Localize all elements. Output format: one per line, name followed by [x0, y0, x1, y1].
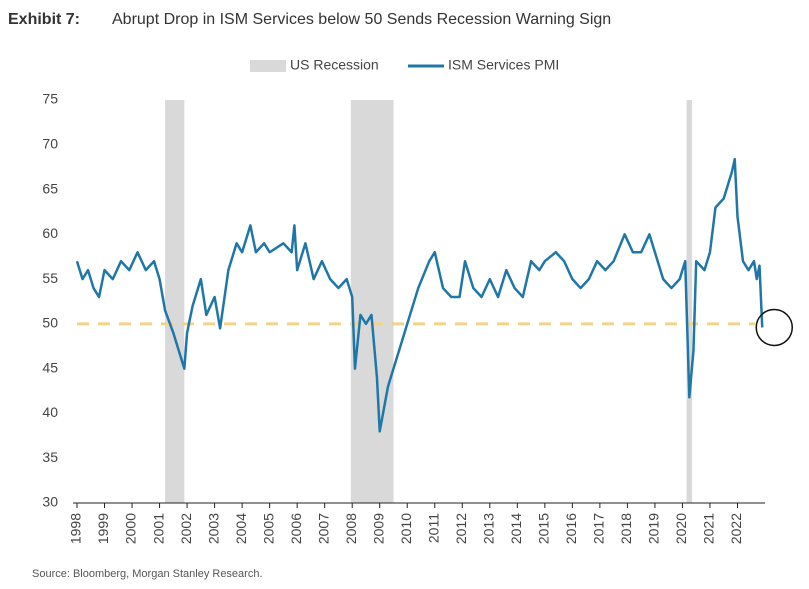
x-tick-label: 2010	[398, 513, 414, 544]
y-tick-label: 35	[42, 449, 58, 465]
x-tick-label: 2004	[233, 513, 249, 544]
x-tick-label: 2006	[288, 513, 304, 544]
pmi-line	[75, 157, 764, 433]
x-tick-label: 2016	[563, 513, 579, 544]
highlight-circle	[755, 308, 793, 347]
x-tick-label: 2012	[453, 513, 469, 544]
y-tick-label: 60	[42, 225, 58, 241]
x-tick-label: 2001	[150, 513, 166, 544]
legend-label: US Recession	[290, 57, 379, 73]
legend-label: ISM Services PMI	[448, 57, 559, 73]
x-tick-label: 2015	[536, 513, 552, 544]
x-tick-label: 2017	[591, 513, 607, 544]
y-tick-label: 45	[42, 359, 58, 375]
x-tick-label: 2021	[701, 513, 717, 544]
y-tick-label: 55	[42, 270, 58, 286]
y-tick-label: 75	[42, 91, 58, 107]
y-tick-label: 50	[42, 315, 58, 331]
x-tick-label: 2009	[370, 513, 386, 544]
y-tick-label: 30	[42, 494, 58, 510]
x-tick-label: 1999	[95, 513, 111, 544]
x-tick-label: 2000	[123, 513, 139, 544]
recession-band	[165, 100, 185, 503]
x-tick-label: 2022	[728, 513, 744, 544]
x-tick-label: 2005	[260, 513, 276, 544]
chart-title-label: Exhibit 7:	[8, 11, 80, 28]
x-tick-label: 2018	[618, 513, 634, 544]
x-tick-label: 2007	[315, 513, 331, 544]
x-tick-label: 2014	[508, 513, 524, 544]
x-tick-label: 2008	[343, 513, 359, 544]
y-tick-label: 40	[42, 404, 58, 420]
x-tick-label: 2019	[646, 513, 662, 544]
x-tick-label: 2011	[425, 513, 441, 543]
legend-swatch-recession	[250, 60, 286, 72]
x-tick-label: 2003	[205, 513, 221, 544]
source-note: Source: Bloomberg, Morgan Stanley Resear…	[32, 568, 263, 580]
recession-band	[686, 100, 693, 503]
chart-title: Abrupt Drop in ISM Services below 50 Sen…	[112, 11, 611, 28]
x-tick-label: 2002	[178, 513, 194, 544]
y-tick-label: 70	[42, 135, 58, 151]
x-tick-label: 2020	[673, 513, 689, 544]
x-tick-label: 1998	[68, 513, 84, 544]
x-tick-label: 2013	[481, 513, 497, 544]
recession-band	[350, 100, 394, 503]
y-tick-label: 65	[42, 180, 58, 196]
